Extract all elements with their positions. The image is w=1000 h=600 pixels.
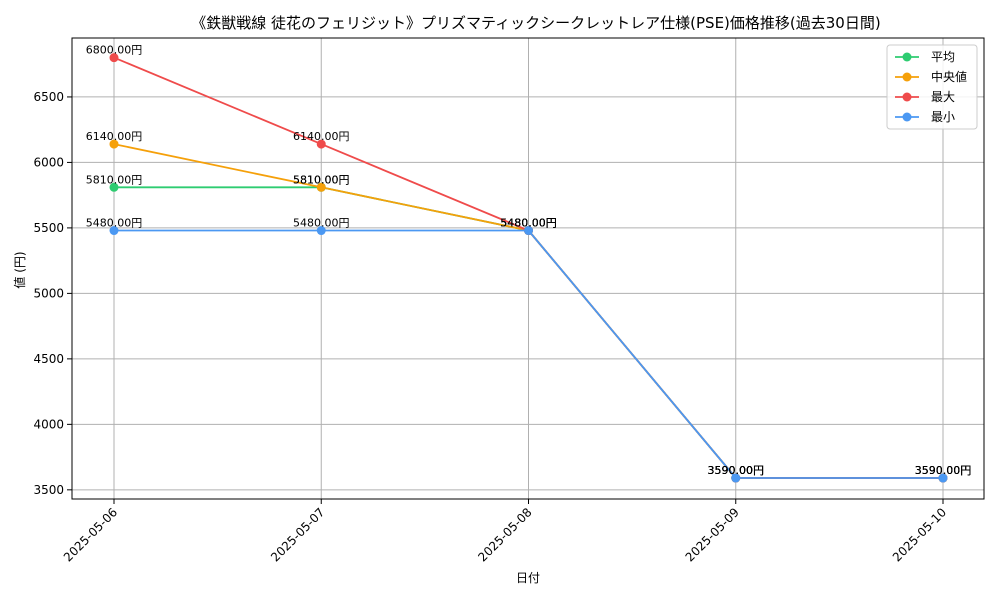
legend-marker — [902, 92, 912, 102]
data-label-平均: 5810.00円 — [86, 173, 143, 186]
y-axis-label: 値 (円) — [12, 251, 27, 288]
y-tick-label: 5500 — [33, 221, 64, 235]
data-label-平均: 3590.00円 — [708, 464, 765, 477]
legend-label: 平均 — [931, 50, 955, 64]
x-tick-label: 2025-05-07 — [268, 505, 327, 564]
x-tick-label: 2025-05-10 — [890, 505, 949, 564]
data-label-layer: 5810.00円 5810.00円 5480.00円 3590.00円 3590.00円… — [86, 44, 972, 477]
data-label-最小: 5480.00円 — [500, 217, 557, 230]
data-label-平均: 5810.00円 — [293, 173, 350, 186]
data-label-平均: 3590.00円 — [915, 464, 972, 477]
data-point-中央値 — [316, 182, 326, 192]
legend-marker — [902, 112, 912, 122]
legend-frame — [886, 44, 978, 130]
data-point-最大 — [316, 139, 326, 149]
grid-layer — [72, 38, 984, 499]
data-label-最大: 3590.00円 — [915, 464, 972, 477]
y-tick-label: 6500 — [33, 90, 64, 104]
y-tick-label: 3500 — [33, 483, 64, 497]
data-label-中央値: 5480.00円 — [500, 217, 557, 230]
legend-marker — [902, 72, 912, 82]
data-label-最大: 5480.00円 — [500, 217, 557, 230]
x-tick-label: 2025-05-08 — [475, 505, 534, 564]
data-label-中央値: 3590.00円 — [915, 464, 972, 477]
data-label-最小: 5480.00円 — [86, 217, 143, 230]
data-label-最大: 3590.00円 — [708, 464, 765, 477]
data-point-最小 — [938, 473, 948, 483]
x-axis-label: 日付 — [516, 571, 540, 585]
legend-label: 最大 — [931, 90, 955, 104]
data-label-平均: 5480.00円 — [500, 217, 557, 230]
data-label-中央値: 6140.00円 — [86, 130, 143, 143]
y-tick-label: 4500 — [33, 352, 64, 366]
data-label-中央値: 5810.00円 — [293, 173, 350, 186]
x-tick-label: 2025-05-06 — [61, 505, 120, 564]
data-point-最小 — [316, 226, 326, 236]
data-label-最小: 5480.00円 — [293, 217, 350, 230]
y-tick-label: 6000 — [33, 155, 64, 169]
data-label-最小: 3590.00円 — [915, 464, 972, 477]
chart-title: 《鉄獣戦線 徒花のフェリジット》プリズマティックシークレットレア仕様(PSE)価… — [191, 14, 880, 32]
data-label-中央値: 3590.00円 — [708, 464, 765, 477]
data-label-最小: 3590.00円 — [708, 464, 765, 477]
y-tick-layer: 3500 4000 4500 5000 5500 6000 6500 — [33, 90, 72, 497]
x-tick-label: 2025-05-09 — [683, 505, 742, 564]
y-tick-label: 5000 — [33, 286, 64, 300]
data-label-最大: 6140.00円 — [293, 130, 350, 143]
data-point-最小 — [731, 473, 741, 483]
y-tick-label: 4000 — [33, 417, 64, 431]
legend-label: 中央値 — [931, 69, 967, 84]
legend-marker — [902, 52, 912, 62]
data-point-中央値 — [109, 139, 119, 149]
series-layer — [109, 53, 948, 483]
data-point-最小 — [109, 226, 119, 236]
data-label-最大: 6800.00円 — [86, 44, 143, 57]
data-point-最大 — [109, 53, 119, 63]
data-point-最小 — [524, 226, 533, 236]
x-tick-layer: 2025-05-06 2025-05-07 2025-05-08 2025-05-09… — [61, 499, 949, 564]
data-point-平均 — [109, 182, 119, 192]
legend-label: 最小 — [931, 110, 955, 124]
